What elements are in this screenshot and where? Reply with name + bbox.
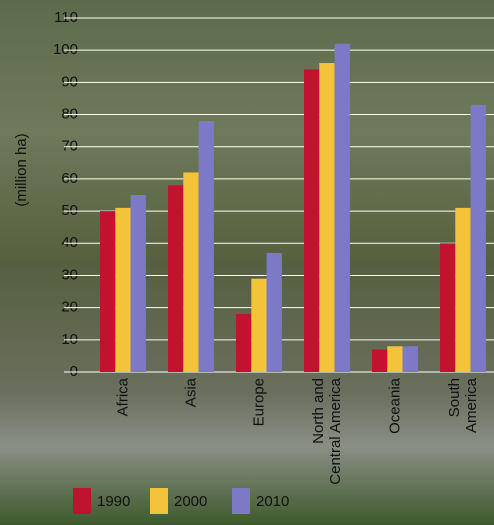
bar: [100, 211, 115, 372]
bar: [335, 44, 350, 372]
chart: (million ha) 0 10 20 30 40 50 60 70 80 90 100 110 19…: [0, 0, 494, 525]
y-tick-label: 70: [61, 138, 78, 155]
bar: [319, 63, 334, 372]
bar: [131, 195, 146, 372]
bar: [115, 208, 130, 372]
legend-swatch: [73, 488, 91, 514]
x-tick-label: South America: [446, 378, 480, 433]
x-tick-label: Oceania: [386, 378, 403, 434]
bar: [471, 105, 486, 372]
y-tick-label: 100: [53, 41, 78, 58]
y-tick-label: 40: [61, 234, 78, 251]
legend-label: 1990: [97, 493, 130, 510]
x-tick-label: North and Central America: [310, 378, 344, 485]
bar: [267, 253, 282, 372]
bar: [372, 349, 387, 372]
bar: [236, 314, 251, 372]
plot: (million ha) 0 10 20 30 40 50 60 70 80 90 100 110 19…: [0, 0, 494, 525]
x-tick-label: Asia: [182, 378, 199, 407]
x-tick-label: Africa: [114, 378, 131, 416]
y-tick-label: 80: [61, 106, 78, 123]
y-tick-label: 0: [70, 363, 78, 380]
y-axis-label: (million ha): [13, 133, 30, 206]
y-tick-label: 50: [61, 202, 78, 219]
y-tick-label: 110: [54, 9, 78, 26]
bar: [168, 185, 183, 372]
bar: [304, 69, 319, 372]
legend-label: 2010: [256, 493, 289, 510]
legend-label: 2000: [174, 493, 207, 510]
bar: [403, 346, 418, 372]
y-tick-label: 30: [61, 266, 78, 283]
bar: [440, 243, 455, 372]
y-tick-label: 90: [61, 73, 78, 90]
bar: [251, 279, 266, 372]
y-tick-label: 60: [61, 170, 78, 187]
bar: [455, 208, 470, 372]
bar: [199, 121, 214, 372]
bar: [387, 346, 402, 372]
x-tick-label: Europe: [250, 378, 267, 426]
bar: [183, 172, 198, 372]
y-tick-label: 10: [61, 331, 78, 348]
y-tick-label: 20: [61, 299, 78, 316]
legend-swatch: [150, 488, 168, 514]
legend-swatch: [232, 488, 250, 514]
